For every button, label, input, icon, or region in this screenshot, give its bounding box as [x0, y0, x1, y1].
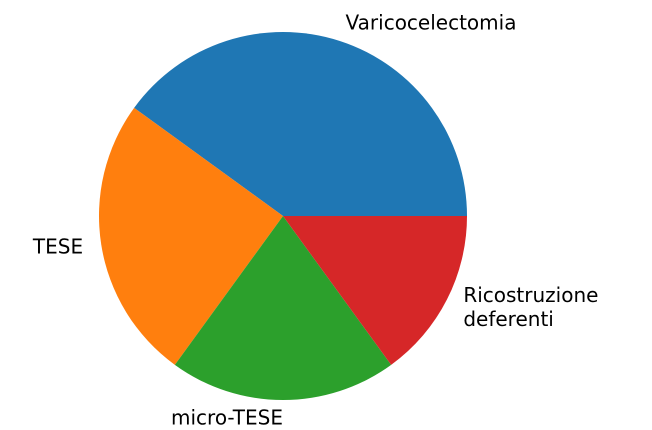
label-line: Varicocelectomia: [346, 10, 517, 34]
label-line: deferenti: [463, 306, 554, 330]
label-line: Ricostruzione: [463, 282, 598, 306]
pie-slice: [174, 216, 392, 400]
slice-label: micro-TESE: [171, 405, 283, 429]
pie-slice: [134, 32, 467, 217]
pie-slice: [99, 107, 283, 365]
slice-label: Varicocelectomia: [346, 10, 517, 34]
label-line: micro-TESE: [171, 405, 283, 429]
label-line: TESE: [32, 234, 83, 258]
slice-label: TESE: [32, 234, 83, 258]
slice-label: Ricostruzione deferenti: [463, 282, 598, 330]
pie-slice: [283, 216, 467, 365]
